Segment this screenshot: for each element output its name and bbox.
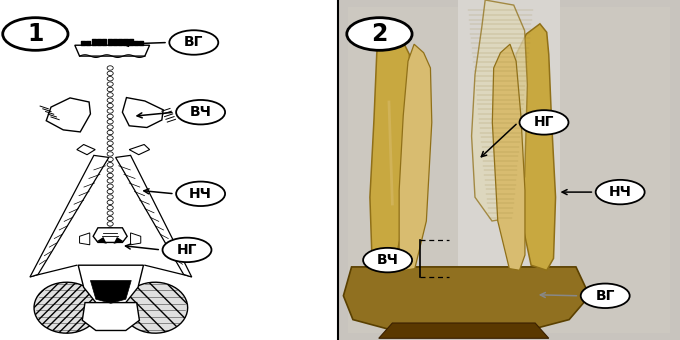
Ellipse shape: [107, 93, 113, 97]
Ellipse shape: [107, 136, 113, 140]
Ellipse shape: [107, 200, 113, 205]
Polygon shape: [80, 233, 90, 245]
Ellipse shape: [107, 163, 113, 167]
Polygon shape: [131, 233, 141, 245]
Ellipse shape: [107, 222, 113, 226]
Polygon shape: [492, 44, 525, 270]
Circle shape: [169, 30, 218, 55]
Polygon shape: [122, 282, 188, 333]
Ellipse shape: [107, 120, 113, 124]
Polygon shape: [77, 144, 95, 155]
Ellipse shape: [107, 173, 113, 178]
Ellipse shape: [107, 227, 113, 232]
Text: ВЧ: ВЧ: [190, 105, 211, 119]
Bar: [458, 0, 560, 279]
Circle shape: [520, 110, 568, 135]
Ellipse shape: [107, 76, 113, 81]
Ellipse shape: [107, 152, 113, 156]
Ellipse shape: [107, 98, 113, 102]
Polygon shape: [399, 44, 432, 270]
Polygon shape: [515, 24, 556, 270]
Ellipse shape: [107, 141, 113, 146]
Ellipse shape: [107, 71, 113, 75]
Polygon shape: [78, 265, 143, 304]
Ellipse shape: [107, 184, 113, 188]
Bar: [338, 0, 680, 340]
Text: ВЧ: ВЧ: [377, 253, 398, 267]
Circle shape: [363, 248, 412, 272]
Polygon shape: [97, 237, 107, 244]
Polygon shape: [379, 323, 549, 338]
Polygon shape: [82, 303, 139, 330]
Polygon shape: [46, 98, 90, 132]
Ellipse shape: [107, 147, 113, 151]
Ellipse shape: [107, 66, 113, 70]
Polygon shape: [114, 237, 124, 244]
Text: НГ: НГ: [177, 243, 197, 257]
Text: НГ: НГ: [534, 115, 554, 130]
Ellipse shape: [107, 125, 113, 129]
Circle shape: [176, 182, 225, 206]
Polygon shape: [122, 98, 163, 128]
Ellipse shape: [107, 82, 113, 86]
Text: ВГ: ВГ: [184, 35, 203, 50]
Ellipse shape: [107, 178, 113, 183]
Circle shape: [596, 180, 645, 204]
Polygon shape: [75, 45, 150, 56]
Text: 1: 1: [27, 22, 44, 46]
Circle shape: [163, 238, 211, 262]
Ellipse shape: [107, 87, 113, 92]
Bar: [348, 7, 670, 333]
Polygon shape: [90, 280, 131, 303]
Ellipse shape: [107, 114, 113, 119]
Circle shape: [347, 18, 412, 50]
Bar: [0, 0, 338, 340]
Ellipse shape: [107, 109, 113, 113]
Polygon shape: [370, 24, 411, 270]
Text: НЧ: НЧ: [609, 185, 632, 199]
Polygon shape: [471, 0, 528, 221]
Ellipse shape: [107, 216, 113, 221]
Text: НЧ: НЧ: [189, 187, 212, 201]
Ellipse shape: [107, 157, 113, 162]
Polygon shape: [116, 155, 192, 277]
Circle shape: [3, 18, 68, 50]
Polygon shape: [34, 282, 99, 333]
Ellipse shape: [107, 211, 113, 215]
Ellipse shape: [107, 168, 113, 172]
Ellipse shape: [107, 103, 113, 108]
Polygon shape: [129, 144, 150, 155]
Ellipse shape: [107, 233, 113, 237]
Polygon shape: [30, 155, 109, 277]
Polygon shape: [93, 228, 127, 242]
Ellipse shape: [107, 195, 113, 199]
Text: 2: 2: [371, 22, 388, 46]
Circle shape: [176, 100, 225, 124]
Ellipse shape: [107, 189, 113, 194]
Circle shape: [581, 284, 630, 308]
Ellipse shape: [107, 205, 113, 210]
Polygon shape: [343, 267, 590, 334]
Text: ВГ: ВГ: [596, 289, 615, 303]
Ellipse shape: [107, 130, 113, 135]
